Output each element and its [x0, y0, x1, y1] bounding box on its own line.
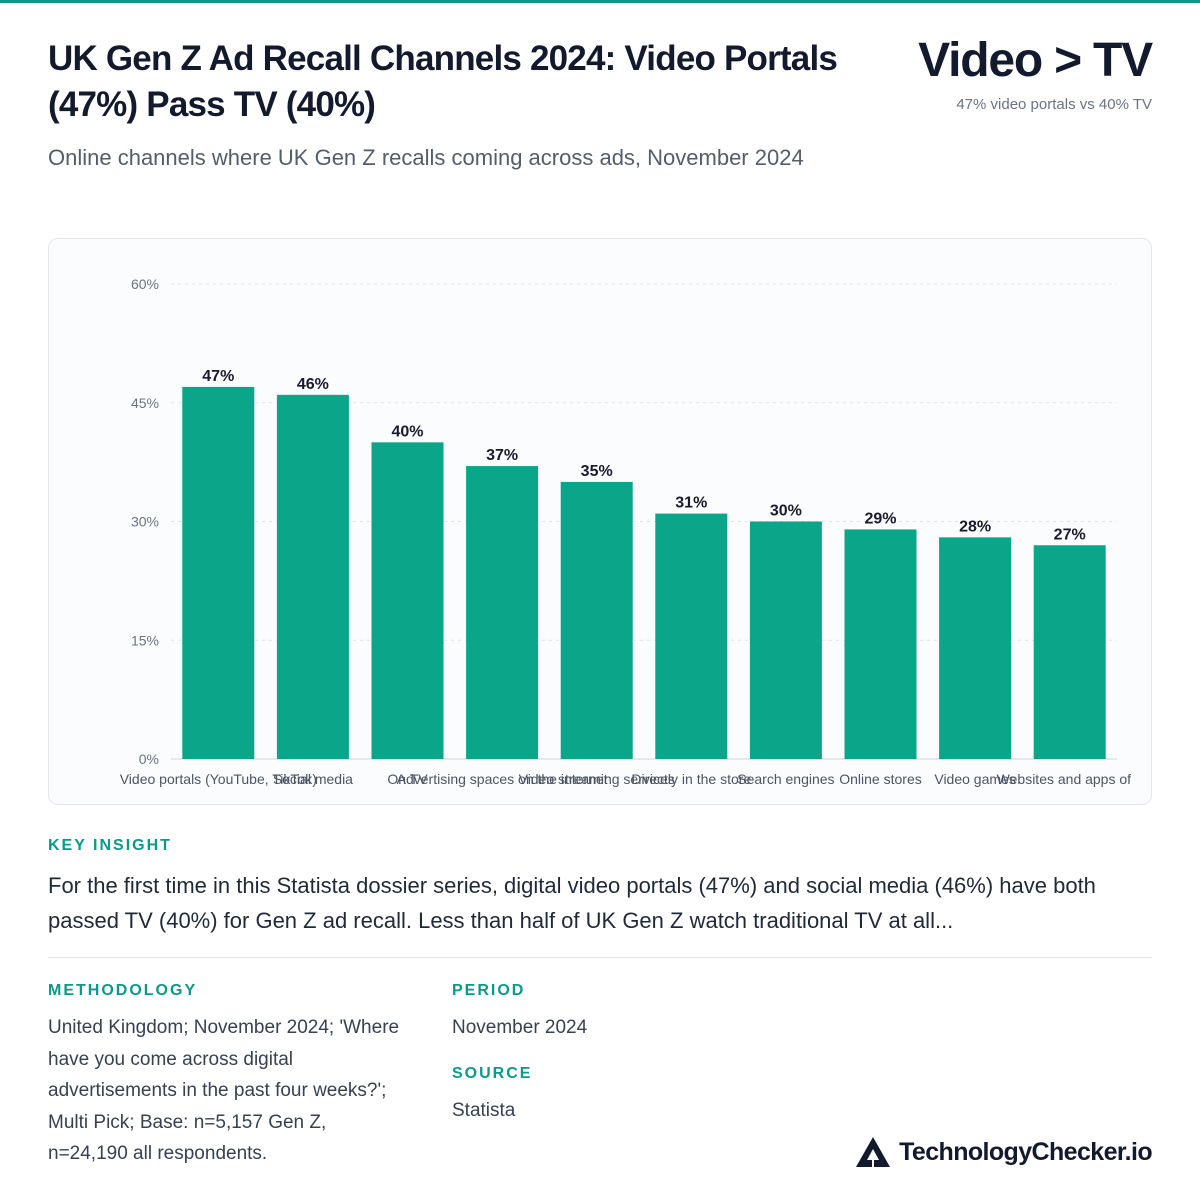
x-tick-label: Search engines: [737, 771, 834, 787]
x-tick-labels: Video portals (YouTube, TikTok)Social me…: [120, 771, 1143, 787]
headline-stat: Video > TV: [918, 34, 1153, 87]
x-tick-label: On TV: [387, 771, 428, 787]
bar: [939, 537, 1012, 759]
x-tick-label: Video portals (YouTube, TikTok): [120, 771, 317, 787]
methodology-label: METHODOLOGY: [48, 982, 198, 999]
page-title: UK Gen Z Ad Recall Channels 2024: Video …: [48, 39, 838, 124]
y-tick-label: 45%: [131, 395, 159, 411]
bar-value-label: 28%: [959, 518, 991, 535]
headline-stat-caption: 47% video portals vs 40% TV: [956, 96, 1152, 113]
key-insight-label: KEY INSIGHT: [48, 837, 172, 854]
page-subtitle: Online channels where UK Gen Z recalls c…: [48, 145, 804, 170]
bar: [844, 529, 917, 759]
bar: [749, 521, 822, 759]
x-tick-label: Websites and apps of b: [997, 771, 1143, 787]
x-tick-label: Directly in the store: [631, 771, 751, 787]
brand-logo: TechnologyChecker.io: [855, 1135, 1153, 1169]
period-text: November 2024: [452, 1017, 588, 1038]
bar: [466, 466, 539, 759]
period-label: PERIOD: [452, 982, 526, 999]
bar-chart: 0% 15% 30% 45% 60% 47% 46% 40% 37% 35% 31% 30% 29% 28…: [120, 276, 1143, 787]
bar-value-label: 37%: [486, 447, 518, 464]
section-divider: [48, 957, 1152, 958]
y-tick-label: 60%: [131, 276, 159, 292]
bar-value-label: 27%: [1054, 526, 1086, 543]
bar-value-label: 47%: [202, 368, 234, 385]
top-accent-rule: [0, 0, 1200, 3]
x-tick-label: Social media: [273, 771, 353, 787]
brand-name: TechnologyChecker.io: [899, 1137, 1152, 1166]
bar: [182, 386, 255, 759]
y-tick-label: 15%: [131, 632, 159, 648]
bar: [655, 513, 728, 759]
methodology-text: United Kingdom; November 2024; 'Where ha…: [48, 1017, 400, 1164]
bar: [371, 442, 444, 759]
x-tick-label: Advertising spaces on the internet: [397, 771, 608, 787]
bar-value-label: 35%: [581, 463, 613, 480]
bar-value-label: 29%: [864, 510, 896, 527]
x-tick-label: Video streaming services: [519, 771, 675, 787]
bar-value-label: 31%: [675, 495, 707, 512]
bar: [560, 481, 633, 759]
y-tick-label: 30%: [131, 514, 159, 530]
bar-value-label: 46%: [297, 376, 329, 393]
bar-value-label: 30%: [770, 503, 802, 520]
bar: [276, 394, 349, 759]
key-insight-text: For the first time in this Statista doss…: [48, 873, 1096, 933]
chart-card: 0% 15% 30% 45% 60% 47% 46% 40% 37% 35% 31% 30% 29% 28…: [48, 238, 1152, 805]
x-tick-label: Video games: [934, 771, 1015, 787]
source-text: Statista: [452, 1100, 516, 1121]
y-tick-label: 0%: [139, 751, 159, 767]
triangle-logo-icon: [856, 1137, 891, 1167]
x-tick-label: Online stores: [839, 771, 921, 787]
bar: [1033, 545, 1106, 759]
bar-value-label: 40%: [391, 423, 423, 440]
source-label: SOURCE: [452, 1065, 533, 1082]
